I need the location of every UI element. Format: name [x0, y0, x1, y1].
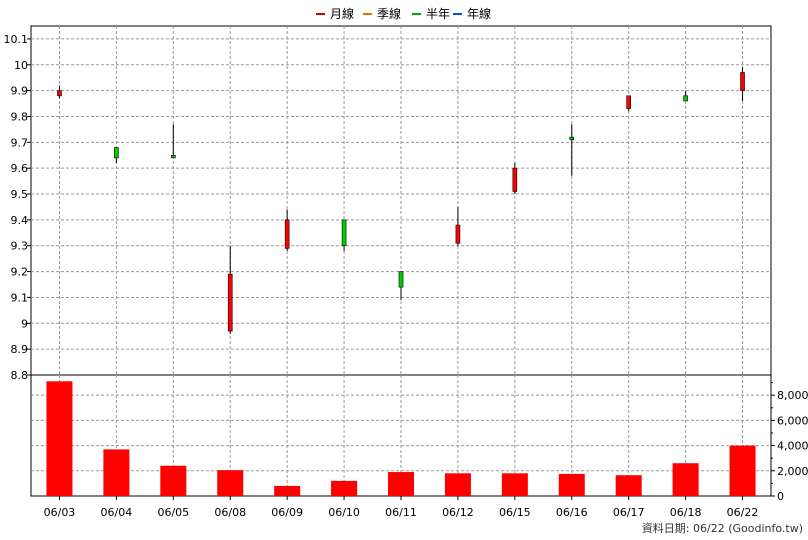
volume-y-axis: 0 2,000 4,000 6,000 8,000	[771, 382, 808, 503]
price-tick-label-12: 10	[14, 59, 28, 72]
x-axis: 06/03 06/04 06/05 06/08 06/09 06/10 06/11 06/12…	[44, 496, 759, 519]
x-tick-label-06/09: 06/09	[271, 506, 303, 519]
candle-body	[626, 95, 631, 110]
price-tick-label-13: 10.1	[4, 33, 29, 46]
x-tick-label-06/16: 06/16	[556, 506, 588, 519]
x-tick-label-06/12: 06/12	[442, 506, 474, 519]
volume-bar-06/12	[444, 473, 471, 496]
volume-bar-06/11	[388, 472, 414, 496]
price-tick-label-5: 9.3	[11, 240, 29, 253]
price-tick-label-7: 9.5	[11, 188, 29, 201]
price-tick-label-6: 9.4	[11, 214, 29, 227]
volume-bar-06/15	[501, 473, 528, 496]
candle-body	[683, 95, 688, 102]
candle-06/15	[512, 163, 518, 195]
candle-06/16	[569, 124, 575, 176]
price-tick-label-2: 9	[21, 317, 28, 330]
volume-tick-label-4: 8,000	[777, 389, 808, 402]
price-tick-label-9: 9.7	[11, 136, 29, 149]
volume-tick-label-3: 6,000	[777, 414, 808, 427]
volume-bar-06/17	[615, 475, 642, 496]
volume-bars	[46, 381, 756, 496]
volume-bar-06/18	[672, 463, 699, 496]
candle-body	[171, 154, 176, 159]
candle-body	[569, 136, 575, 141]
volume-bar-06/22	[729, 445, 756, 496]
volume-bar-06/09	[274, 485, 301, 496]
candlesticks	[57, 67, 745, 334]
candle-06/17	[626, 95, 631, 112]
price-tick-label-0: 8.8	[11, 369, 29, 382]
volume-bar-06/10	[331, 480, 358, 496]
candle-body	[284, 219, 290, 249]
candle-06/10	[341, 219, 347, 251]
candle-06/12	[455, 206, 461, 246]
volume-bar-06/03	[46, 381, 73, 496]
candle-body	[341, 219, 347, 247]
candle-body	[398, 271, 404, 288]
price-tick-label-1: 8.9	[11, 343, 29, 356]
x-tick-label-06/17: 06/17	[613, 506, 645, 519]
price-y-axis: 8.8 8.9 9 9.1 9.2 9.3 9.4 9.5 9.6 9.7 9.8 9.9 10 10.1	[4, 33, 31, 382]
candle-06/04	[114, 147, 119, 164]
candle-body	[114, 147, 119, 159]
volume-tick-label-2: 4,000	[777, 440, 808, 453]
candle-body	[512, 167, 518, 192]
price-tick-label-11: 9.9	[11, 85, 29, 98]
candle-06/03	[57, 85, 62, 99]
volume-bar-06/16	[558, 473, 585, 496]
volume-tick-label-1: 2,000	[777, 465, 808, 478]
x-tick-label-06/03: 06/03	[44, 506, 76, 519]
candle-06/09	[284, 209, 290, 251]
candle-06/11	[398, 271, 404, 301]
x-tick-label-06/18: 06/18	[670, 506, 702, 519]
volume-tick-label-0: 0	[777, 490, 784, 503]
candle-06/08	[227, 245, 233, 334]
volume-bar-06/05	[160, 465, 187, 496]
x-tick-label-06/04: 06/04	[101, 506, 133, 519]
legend: 月線 季線 半年 年線	[316, 6, 491, 21]
price-tick-label-4: 9.2	[11, 266, 29, 279]
volume-bar-06/04	[103, 449, 130, 496]
x-tick-label-06/11: 06/11	[385, 506, 417, 519]
legend-label-2: 半年	[426, 7, 450, 21]
x-tick-label-06/08: 06/08	[214, 506, 246, 519]
candle-06/05	[171, 124, 176, 159]
price-tick-label-8: 9.6	[11, 162, 29, 175]
candle-body	[57, 90, 62, 97]
legend-label-1: 季線	[377, 6, 401, 21]
price-tick-label-3: 9.1	[11, 291, 29, 304]
volume-bar-06/08	[217, 470, 244, 496]
legend-label-0: 月線	[330, 6, 354, 21]
candle-body	[740, 72, 745, 91]
x-tick-label-06/15: 06/15	[499, 506, 531, 519]
legend-label-3: 年線	[467, 6, 491, 21]
candle-06/18	[683, 90, 688, 102]
x-tick-label-06/10: 06/10	[328, 506, 360, 519]
x-tick-label-06/05: 06/05	[157, 506, 189, 519]
candle-body	[227, 273, 233, 332]
x-tick-label-06/22: 06/22	[727, 506, 759, 519]
candle-06/22	[740, 67, 745, 101]
candle-body	[455, 224, 461, 244]
price-tick-label-10: 9.8	[11, 110, 29, 123]
data-date-footer: 資料日期: 06/22 (Goodinfo.tw)	[642, 521, 803, 535]
